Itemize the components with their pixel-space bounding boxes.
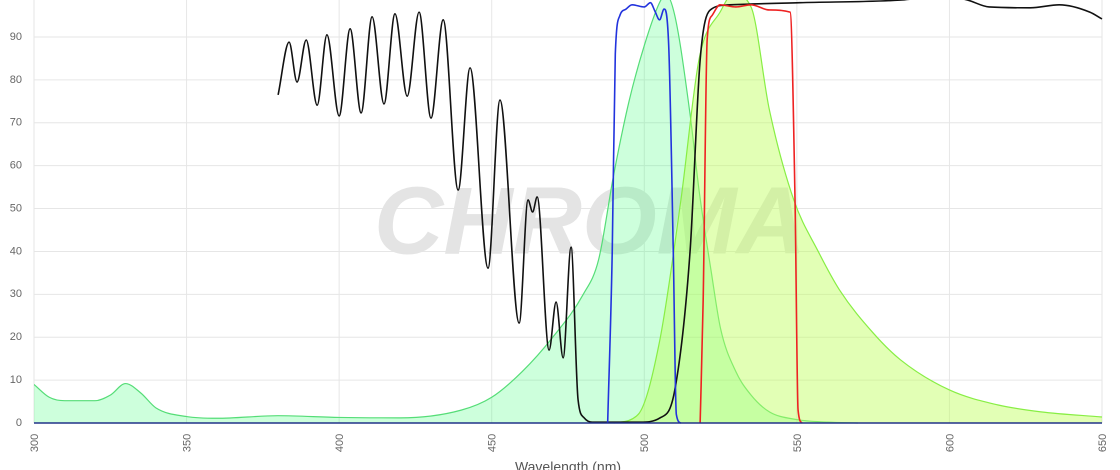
y-tick-label: 50 [10, 202, 22, 214]
series-line [606, 1, 682, 424]
area [34, 0, 858, 423]
y-tick-label: 70 [10, 117, 22, 129]
x-tick-label: 400 [334, 434, 346, 452]
plot-area [34, 0, 1103, 424]
x-tick-label: 350 [181, 434, 193, 452]
series-line [613, 0, 1103, 424]
grid [33, 0, 1103, 424]
y-tick-label: 30 [10, 288, 22, 300]
y-tick-label: 20 [10, 331, 22, 343]
series-line [277, 0, 1103, 423]
x-tick-label: 300 [29, 434, 41, 452]
y-tick-label: 60 [10, 160, 22, 172]
x-tick-label: 600 [944, 434, 956, 452]
series-line [34, 0, 858, 424]
y-tick-label: 0 [16, 417, 22, 429]
y-tick-label: 40 [10, 245, 22, 257]
x-tick-label: 450 [487, 434, 499, 452]
watermark: CHROMA [374, 167, 806, 274]
x-tick-label: 650 [1097, 434, 1109, 452]
x-tick-label: 500 [639, 434, 651, 452]
y-tick-label: 90 [10, 31, 22, 43]
x-axis-label: Wavelength (nm) [515, 459, 621, 470]
y-tick-label: 10 [10, 374, 22, 386]
area [613, 0, 1102, 423]
x-tick-label: 550 [792, 434, 804, 452]
series-line [699, 4, 803, 424]
y-tick-label: 80 [10, 74, 22, 86]
